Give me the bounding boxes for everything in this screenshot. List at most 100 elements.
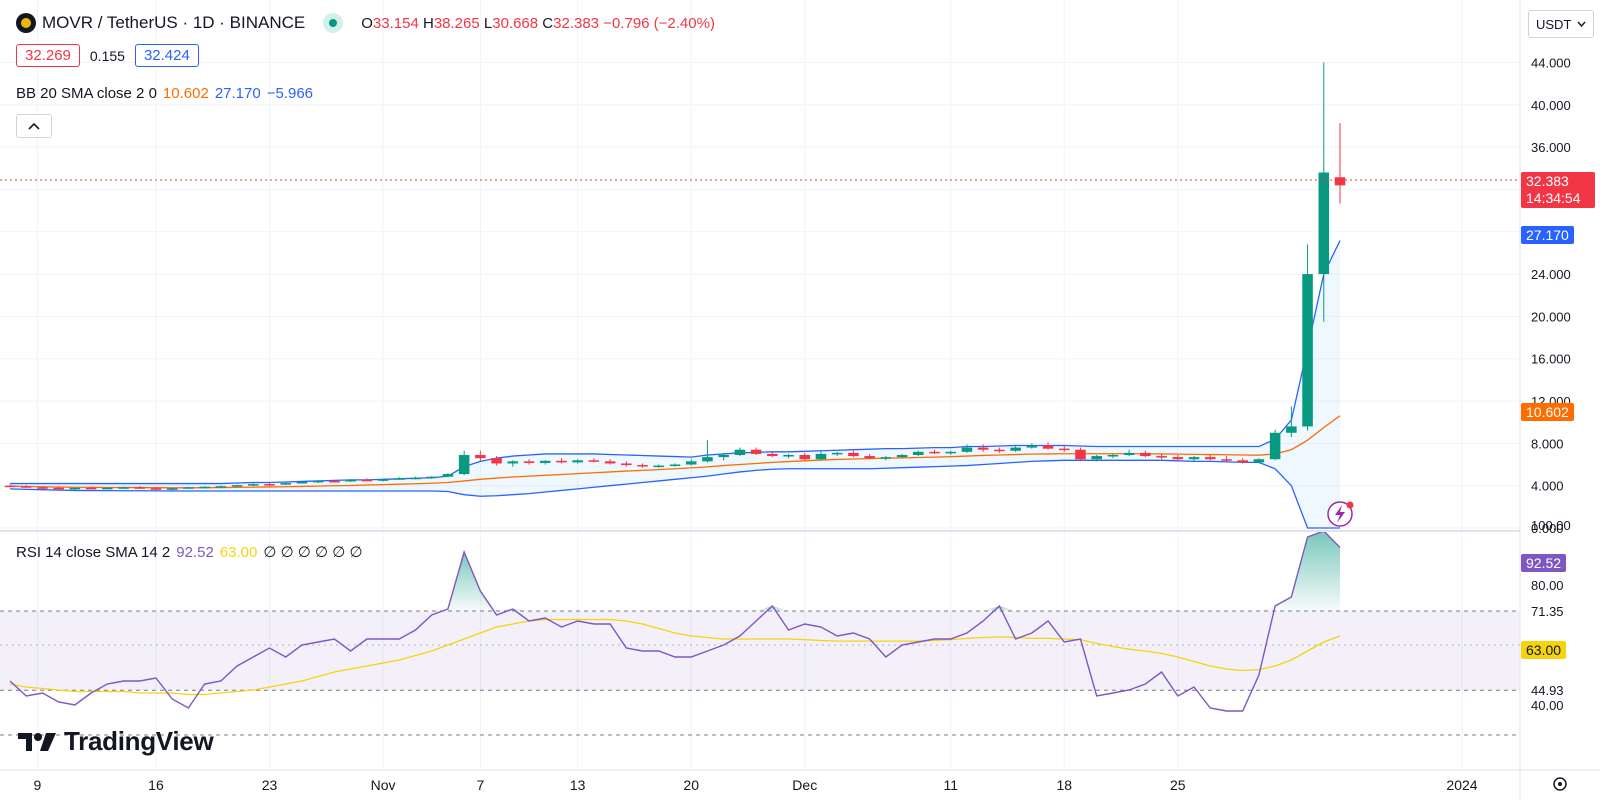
bb-upper-line (10, 240, 1341, 485)
rsi-tick-label: 100.00 (1531, 518, 1571, 533)
open-value: 33.154 (372, 14, 419, 32)
price-tick-label: 8.000 (1531, 436, 1564, 451)
candle-body (4, 485, 16, 488)
candle-body (102, 487, 113, 490)
candle-body (896, 454, 908, 458)
time-tick-label: 23 (262, 777, 278, 793)
candle-body (1107, 454, 1119, 457)
candle-body (1091, 456, 1102, 460)
candle-body (361, 479, 373, 482)
bollinger-band-fill (10, 240, 1340, 529)
candle-body (296, 481, 308, 484)
tradingview-logo[interactable]: TradingView (18, 726, 214, 757)
candle-body (848, 452, 859, 457)
bb-basis-line (9, 415, 1341, 489)
tradingview-logo-icon (18, 732, 56, 751)
candle-body (831, 452, 843, 455)
time-tick-label: 20 (683, 777, 699, 793)
candle-body (880, 457, 892, 459)
candle-body (1156, 456, 1167, 458)
bb-upper-value: 27.170 (214, 85, 261, 102)
candle-body (1318, 172, 1330, 275)
symbol-logo-icon[interactable] (16, 13, 36, 33)
candle-body (621, 463, 632, 466)
time-tick-label: 11 (943, 777, 958, 793)
open-label: O (361, 14, 373, 32)
last-price-value: 32.383 (1526, 173, 1569, 189)
candle-body (1269, 432, 1281, 460)
bb-basis-value: 10.602 (162, 85, 209, 102)
candle-body (750, 449, 762, 454)
bb-fill-area (10, 240, 1340, 529)
buy-button[interactable]: 32.424 (134, 44, 199, 67)
currency-select[interactable]: USDT (1528, 10, 1594, 38)
time-tick-label: 16 (148, 777, 164, 793)
rsi-tick-label: 80.00 (1531, 578, 1564, 593)
candle-body (539, 460, 551, 463)
bollinger-lines (9, 240, 1341, 529)
candle-body (1204, 457, 1216, 460)
rsi-band-fill (0, 610, 1520, 691)
symbol-title[interactable]: MOVR / TetherUS · 1D · BINANCE (42, 13, 306, 32)
time-tick-label: Nov (371, 777, 396, 793)
candle-body (1058, 448, 1070, 451)
candle-body (588, 460, 600, 462)
candle-body (604, 461, 616, 464)
candle-body (491, 458, 502, 464)
rsi-legend-label: RSI 14 close SMA 14 2 (16, 543, 171, 561)
bb-upper-tag: 27.170 (1521, 226, 1574, 244)
close-value: 32.383 (553, 14, 600, 32)
candle-body (1237, 460, 1248, 463)
candle-body (1253, 459, 1265, 463)
candle-body (329, 480, 340, 483)
candle-body (718, 454, 729, 458)
market-status-dot[interactable] (323, 13, 344, 33)
candle-body (393, 478, 405, 480)
candle-body (702, 457, 713, 462)
rsi-legend[interactable]: RSI 14 close SMA 14 2 92.52 63.00 ∅ ∅ ∅ … (16, 543, 363, 562)
price-tick-label: 40.000 (1531, 98, 1571, 113)
candle-body (426, 476, 437, 479)
candle-body (377, 479, 389, 481)
spread-value: 0.155 (89, 47, 125, 64)
high-label: H (422, 14, 434, 32)
candle-body (1075, 449, 1086, 460)
candle-body (864, 456, 875, 459)
candle-body (913, 451, 924, 455)
rsi-extra-values: ∅ ∅ ∅ ∅ ∅ ∅ (263, 544, 363, 561)
bb-legend-label: BB 20 SMA close 2 0 (16, 85, 157, 102)
rsi-tick-label: 40.00 (1531, 698, 1564, 713)
collapse-legend-button[interactable] (16, 114, 52, 138)
candle-body (1140, 452, 1151, 457)
rsi-pane (9, 530, 1341, 712)
candle-body (458, 454, 470, 475)
candle-body (637, 465, 648, 467)
candle-body (20, 486, 32, 488)
candle-body (1302, 274, 1313, 427)
candle-body (1221, 459, 1232, 461)
last-price-tag: 32.383 14:34:54 (1521, 172, 1595, 208)
candle-body (1334, 177, 1346, 186)
bb-legend[interactable]: BB 20 SMA close 2 0 10.602 27.170 −5.966 (16, 85, 313, 102)
rsi-overbought-fill (496, 609, 530, 611)
candle-body (783, 454, 794, 457)
time-tick-label: 18 (1056, 777, 1072, 793)
bid-ask-row: 32.269 0.155 32.424 (16, 44, 199, 67)
candle-body (264, 484, 275, 486)
candle-body (1172, 457, 1184, 460)
rsi-tick-label: 71.35 (1531, 604, 1564, 619)
lightning-icon[interactable] (1327, 501, 1354, 527)
time-tick-label: 9 (34, 777, 42, 793)
time-tick-label: 25 (1170, 777, 1186, 793)
candle-body (977, 447, 989, 450)
sell-button[interactable]: 32.269 (16, 44, 80, 67)
settings-gear-icon[interactable] (1553, 777, 1567, 791)
candle-body (815, 453, 827, 460)
candle-body (134, 487, 146, 489)
price-tick-label: 16.000 (1531, 352, 1571, 367)
candle-body (69, 487, 81, 490)
candle-body (507, 461, 519, 464)
chevron-up-icon (28, 122, 40, 130)
candle-body (685, 461, 697, 465)
